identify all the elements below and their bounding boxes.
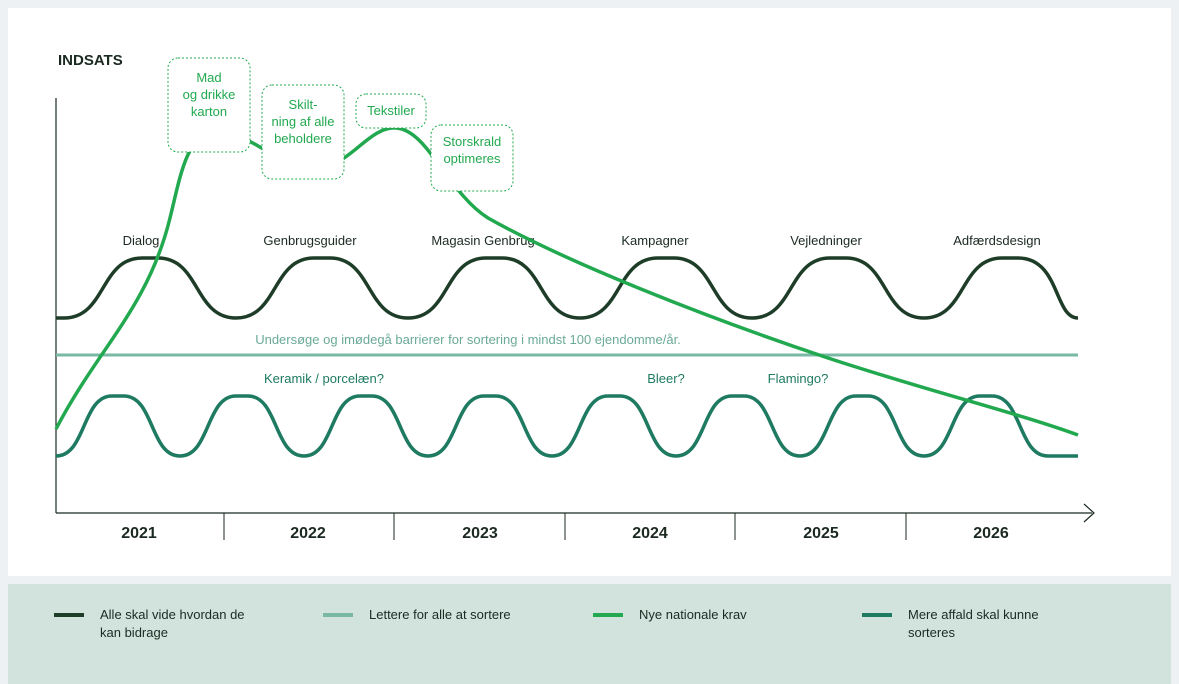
middle-line-label: Undersøge og imødegå barrierer for sorte… (255, 332, 681, 347)
legend: Alle skal vide hvordan de kan bidrage Le… (8, 584, 1171, 684)
legend-swatch (54, 613, 84, 617)
year-label: 2024 (632, 525, 668, 542)
timeline-diagram: INDSATS 2021 2022 2023 2024 2025 2026 Un… (54, 52, 1095, 542)
callout-box (355, 93, 427, 129)
bottom-wave-label: Flamingo? (768, 371, 829, 386)
bottom-wave (55, 394, 1078, 458)
top-wave-label: Magasin Genbrug (431, 233, 534, 248)
callout-text: ning af alle (272, 114, 335, 129)
top-wave-label: Adfærdsdesign (953, 233, 1040, 248)
legend-label: Lettere for alle at sortere (369, 606, 511, 624)
year-label: 2026 (973, 525, 1009, 542)
callout-text: Storskrald (443, 134, 502, 149)
bottom-wave-label: Keramik / porcelæn? (264, 371, 384, 386)
diagram-panel: INDSATS 2021 2022 2023 2024 2025 2026 Un… (8, 8, 1171, 576)
year-label: 2022 (290, 525, 326, 542)
callout-text: og drikke (183, 87, 236, 102)
legend-swatch (323, 613, 353, 617)
legend-item-teal-wave: Mere affald skal kunne sorteres (862, 606, 1039, 642)
callout-text: beholdere (274, 131, 332, 146)
legend-label-line: Mere affald skal kunne (908, 607, 1039, 622)
year-label: 2023 (462, 525, 498, 542)
legend-item-light-line: Lettere for alle at sortere (323, 606, 511, 624)
x-axis-arrowhead (1083, 503, 1095, 523)
y-axis-label: INDSATS (58, 52, 123, 69)
top-wave-label: Genbrugsguider (263, 233, 357, 248)
legend-label-line: sorteres (908, 625, 955, 640)
legend-swatch (862, 613, 892, 617)
top-wave (56, 256, 1079, 320)
legend-label: Nye nationale krav (639, 606, 747, 624)
callout-text: karton (191, 104, 227, 119)
legend-label-line: kan bidrage (100, 625, 168, 640)
top-wave-label: Vejledninger (790, 233, 862, 248)
callout-box (261, 84, 345, 180)
legend-label-line: Nye nationale krav (639, 607, 747, 622)
national-requirements-curve (54, 126, 1079, 437)
legend-label-line: Alle skal vide hvordan de (100, 607, 245, 622)
top-wave-label: Kampagner (621, 233, 689, 248)
callout-box (167, 57, 251, 153)
year-label: 2025 (803, 525, 839, 542)
year-label: 2021 (121, 525, 157, 542)
legend-item-dark-wave: Alle skal vide hvordan de kan bidrage (54, 606, 245, 642)
top-wave-label: Dialog (123, 233, 160, 248)
callout-text: Tekstiler (367, 103, 415, 118)
legend-label-line: Lettere for alle at sortere (369, 607, 511, 622)
callout-text: optimeres (443, 151, 501, 166)
legend-label: Alle skal vide hvordan de kan bidrage (100, 606, 245, 642)
callout-text: Mad (196, 70, 221, 85)
callout-text: Skilt- (289, 97, 318, 112)
callout-box (430, 124, 514, 192)
bottom-wave-label: Bleer? (647, 371, 685, 386)
legend-item-green-curve: Nye nationale krav (593, 606, 747, 624)
legend-label: Mere affald skal kunne sorteres (908, 606, 1039, 642)
legend-swatch (593, 613, 623, 617)
